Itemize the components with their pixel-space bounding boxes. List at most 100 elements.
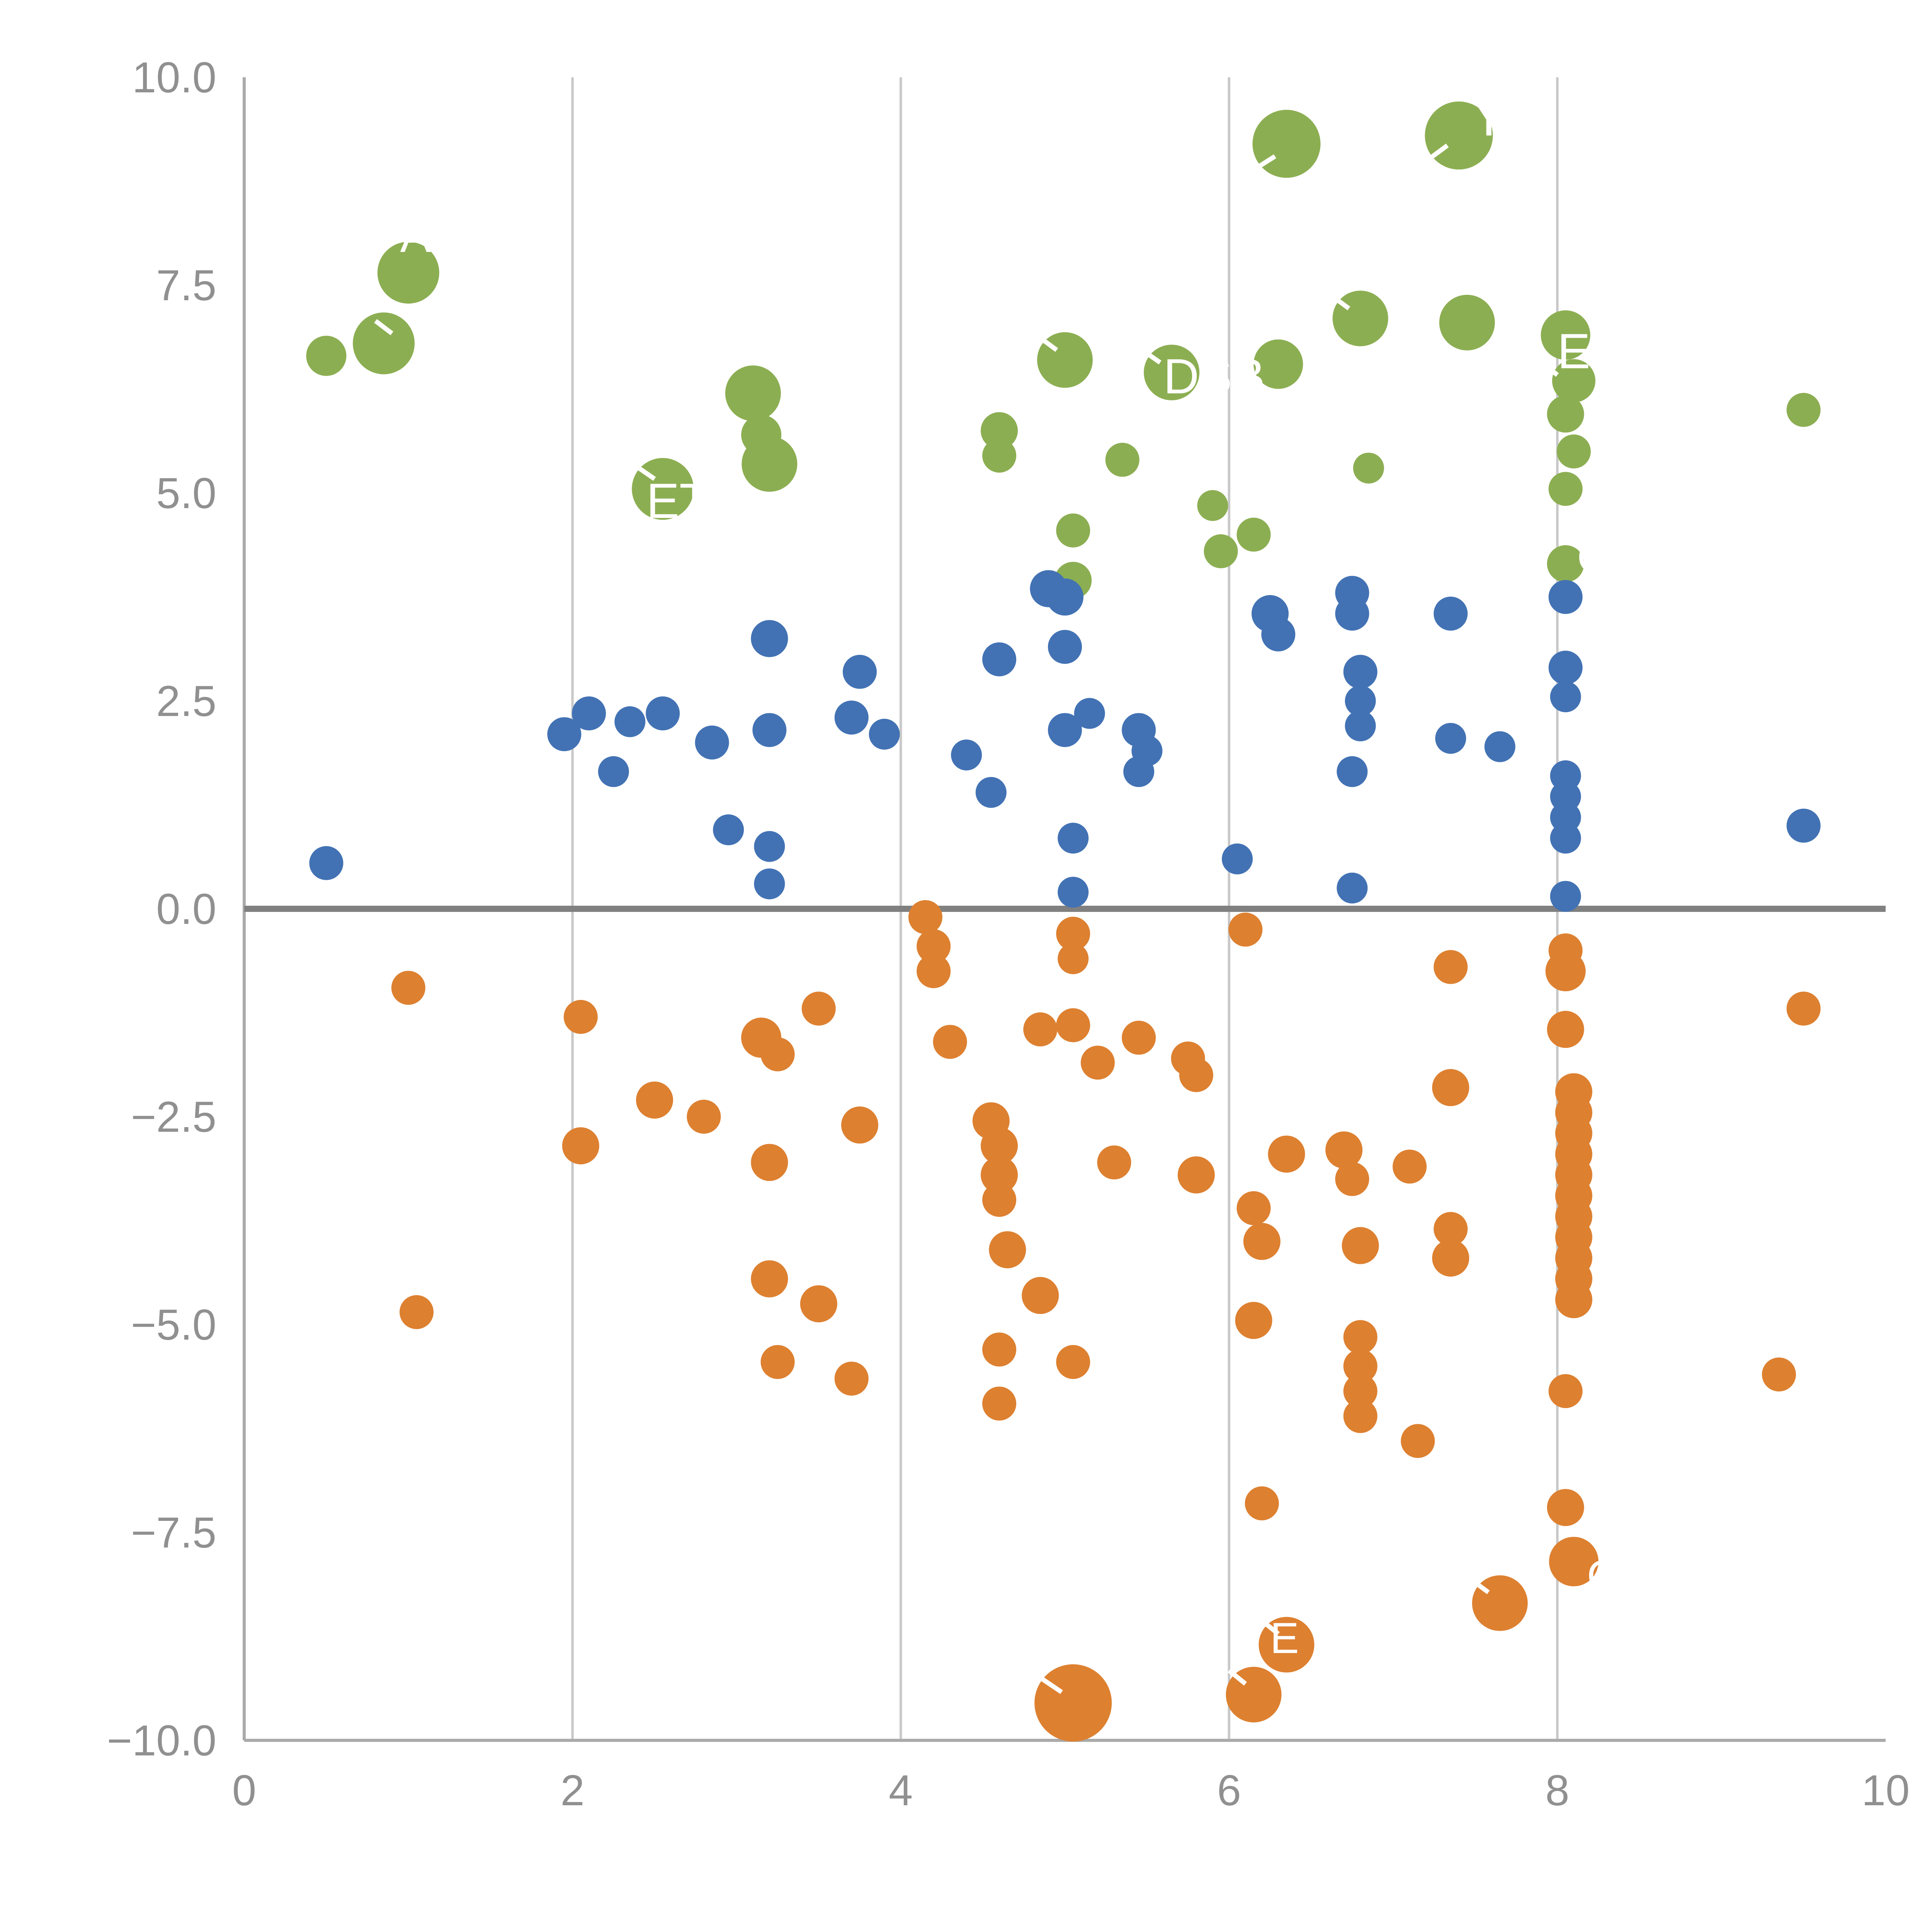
data-point-orange[interactable] bbox=[1786, 992, 1821, 1026]
data-point-orange[interactable] bbox=[982, 1332, 1017, 1367]
data-point-orange[interactable] bbox=[1547, 1489, 1584, 1526]
data-point-blue[interactable] bbox=[754, 868, 785, 900]
data-point-orange[interactable] bbox=[391, 971, 425, 1005]
data-point-orange[interactable] bbox=[1393, 1150, 1427, 1184]
data-point-orange[interactable] bbox=[917, 929, 951, 963]
data-point-green[interactable] bbox=[981, 412, 1018, 449]
data-point-orange[interactable] bbox=[1343, 1374, 1378, 1408]
data-point-orange[interactable] bbox=[989, 1231, 1026, 1269]
data-point-green[interactable] bbox=[377, 242, 439, 304]
data-point-orange[interactable] bbox=[1762, 1357, 1796, 1392]
data-point-orange[interactable] bbox=[1434, 950, 1468, 984]
data-point-blue[interactable] bbox=[646, 696, 680, 731]
data-point-orange[interactable] bbox=[400, 1295, 434, 1329]
data-point-blue[interactable] bbox=[752, 713, 787, 747]
data-point-green[interactable] bbox=[1332, 291, 1388, 347]
data-point-orange[interactable] bbox=[1343, 1349, 1378, 1383]
data-point-orange[interactable] bbox=[1548, 1374, 1583, 1408]
data-point-orange[interactable] bbox=[751, 1260, 788, 1298]
data-point-blue[interactable] bbox=[1335, 597, 1369, 631]
data-point-orange[interactable] bbox=[1545, 951, 1586, 992]
data-point-blue[interactable] bbox=[843, 655, 877, 689]
data-point-orange[interactable] bbox=[981, 1127, 1018, 1165]
data-point-orange[interactable] bbox=[982, 1183, 1017, 1217]
data-point-orange[interactable] bbox=[933, 1025, 967, 1059]
data-point-orange[interactable] bbox=[1235, 1302, 1272, 1339]
data-point-green[interactable] bbox=[1253, 339, 1303, 389]
data-point-blue[interactable] bbox=[572, 696, 606, 731]
data-point-orange[interactable] bbox=[1022, 1277, 1059, 1314]
data-point-orange[interactable] bbox=[1023, 1012, 1058, 1047]
data-point-orange[interactable] bbox=[908, 900, 942, 934]
data-point-green[interactable] bbox=[1056, 513, 1090, 548]
data-point-blue[interactable] bbox=[1345, 685, 1376, 716]
data-point-green[interactable] bbox=[982, 439, 1017, 473]
data-point-orange[interactable] bbox=[1432, 1069, 1469, 1106]
data-point-blue[interactable] bbox=[1550, 681, 1581, 713]
data-point-orange[interactable] bbox=[1179, 1058, 1213, 1092]
data-point-green[interactable] bbox=[1547, 545, 1584, 582]
data-point-orange[interactable] bbox=[1080, 1046, 1115, 1080]
data-point-orange[interactable] bbox=[1245, 1486, 1279, 1520]
data-point-blue[interactable] bbox=[1058, 876, 1089, 908]
data-point-blue[interactable] bbox=[1074, 698, 1105, 729]
data-point-green[interactable] bbox=[1353, 452, 1384, 484]
data-point-green[interactable] bbox=[1548, 472, 1583, 506]
data-point-orange[interactable] bbox=[1268, 1135, 1305, 1173]
data-point-orange[interactable] bbox=[801, 992, 836, 1026]
data-point-orange[interactable] bbox=[1177, 1156, 1215, 1194]
data-point-blue[interactable] bbox=[975, 777, 1007, 808]
data-point-green[interactable] bbox=[1236, 517, 1271, 552]
data-point-blue[interactable] bbox=[1261, 617, 1296, 651]
data-point-blue[interactable] bbox=[713, 814, 744, 845]
data-point-orange[interactable] bbox=[751, 1144, 788, 1181]
data-point-green[interactable] bbox=[1786, 393, 1821, 427]
data-point-green[interactable] bbox=[1547, 395, 1584, 433]
data-point-orange[interactable] bbox=[1432, 1239, 1469, 1277]
data-point-green[interactable] bbox=[306, 335, 347, 376]
data-point-green[interactable] bbox=[1541, 310, 1590, 360]
data-point-blue[interactable] bbox=[834, 701, 869, 735]
data-point-blue[interactable] bbox=[1434, 597, 1468, 631]
data-point-green[interactable] bbox=[1105, 442, 1139, 477]
data-point-green[interactable] bbox=[1252, 110, 1321, 178]
data-point-orange[interactable] bbox=[1056, 1345, 1090, 1379]
data-point-blue[interactable] bbox=[695, 725, 729, 760]
data-point-blue[interactable] bbox=[1345, 710, 1376, 742]
data-point-blue[interactable] bbox=[1435, 723, 1466, 754]
data-point-orange[interactable] bbox=[982, 1386, 1017, 1421]
data-point-orange[interactable] bbox=[1243, 1223, 1281, 1260]
data-point-green[interactable] bbox=[1556, 434, 1591, 469]
data-point-blue[interactable] bbox=[309, 846, 344, 880]
data-point-blue[interactable] bbox=[1343, 655, 1378, 689]
data-point-orange[interactable] bbox=[1034, 1664, 1112, 1742]
data-point-blue[interactable] bbox=[547, 717, 582, 752]
data-point-orange[interactable] bbox=[636, 1081, 673, 1119]
data-point-blue[interactable] bbox=[751, 620, 788, 657]
data-point-orange[interactable] bbox=[841, 1106, 878, 1144]
data-point-blue[interactable] bbox=[1550, 823, 1581, 854]
data-point-orange[interactable] bbox=[981, 1156, 1018, 1194]
data-point-orange[interactable] bbox=[1056, 1008, 1090, 1043]
data-point-blue[interactable] bbox=[614, 706, 646, 737]
data-point-orange[interactable] bbox=[1434, 1212, 1468, 1246]
data-point-orange[interactable] bbox=[760, 1345, 795, 1379]
data-point-orange[interactable] bbox=[563, 1000, 598, 1034]
data-point-orange[interactable] bbox=[1549, 1537, 1599, 1587]
data-point-blue[interactable] bbox=[1123, 756, 1155, 787]
data-point-blue[interactable] bbox=[869, 719, 900, 750]
data-point-green[interactable] bbox=[353, 312, 415, 374]
data-point-orange[interactable] bbox=[834, 1361, 869, 1396]
data-point-blue[interactable] bbox=[1548, 650, 1583, 685]
data-point-blue[interactable] bbox=[1337, 872, 1368, 904]
data-point-blue[interactable] bbox=[1046, 578, 1083, 616]
data-point-green[interactable] bbox=[1204, 534, 1238, 568]
data-point-orange[interactable] bbox=[1555, 1281, 1592, 1318]
data-point-orange[interactable] bbox=[1335, 1162, 1369, 1196]
data-point-blue[interactable] bbox=[754, 831, 785, 862]
data-point-orange[interactable] bbox=[1343, 1399, 1378, 1433]
data-point-orange[interactable] bbox=[1056, 917, 1090, 951]
data-point-orange[interactable] bbox=[1342, 1227, 1379, 1264]
data-point-blue[interactable] bbox=[598, 756, 629, 787]
data-point-orange[interactable] bbox=[1547, 1011, 1584, 1048]
